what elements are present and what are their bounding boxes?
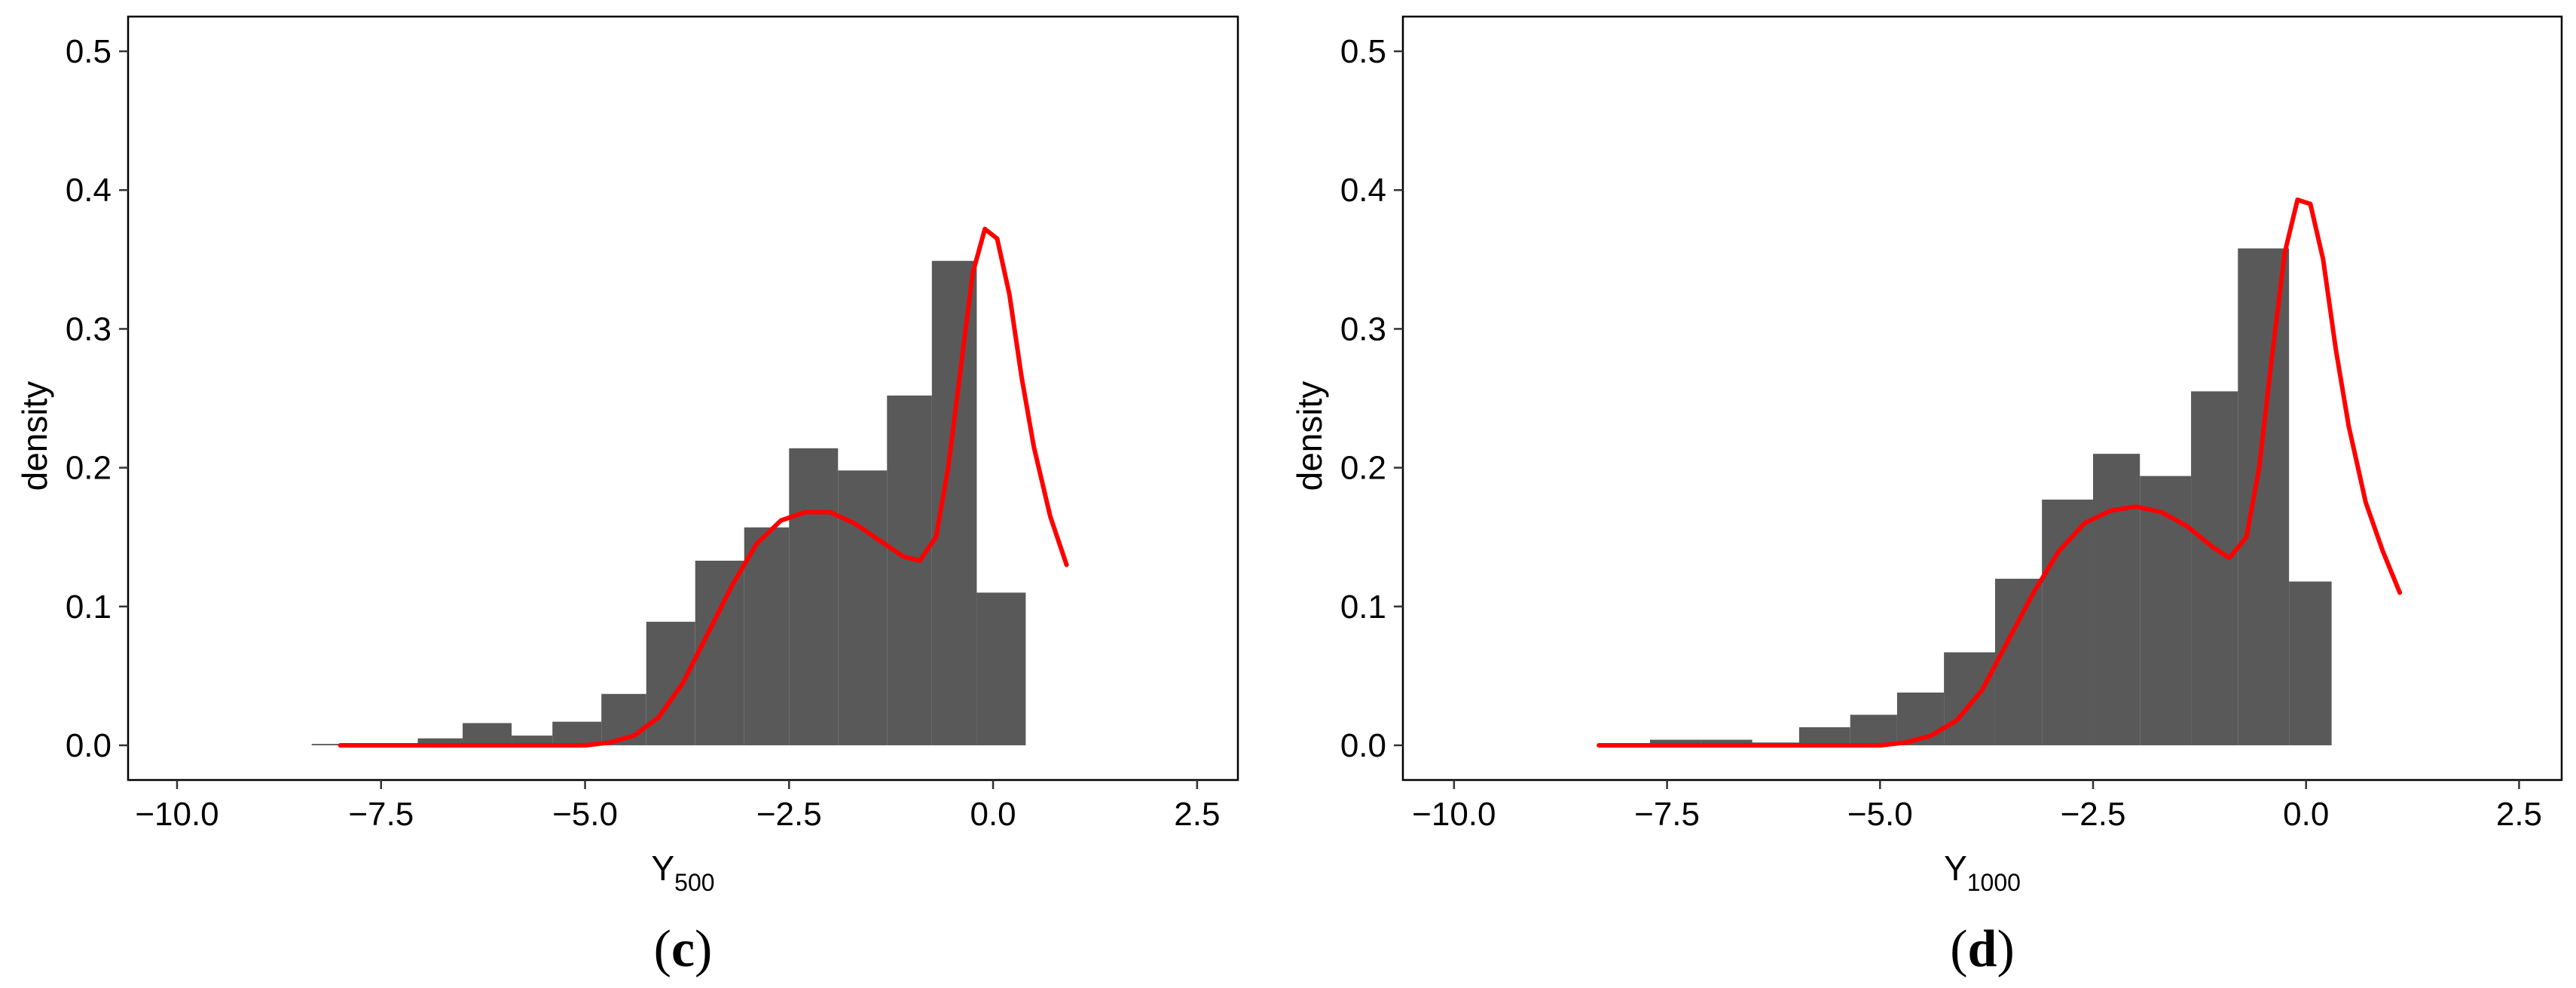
y-axis-title: density	[15, 381, 54, 491]
panel-label-open: (	[654, 920, 671, 978]
histogram-bar	[2191, 391, 2238, 745]
x-tick-label: −5.0	[552, 796, 618, 833]
x-tick-label: −7.5	[1634, 796, 1700, 833]
x-tick-label: −10.0	[1412, 796, 1496, 833]
y-tick-label: 0.5	[66, 33, 112, 70]
x-tick-label: 0.0	[970, 796, 1016, 833]
histogram-bar	[552, 721, 602, 745]
x-axis: −10.0 −7.5 −5.0 −2.5 0.0 2.5	[1412, 780, 2542, 833]
y-tick-label: 0.5	[1340, 33, 1386, 70]
histogram-bar	[1994, 578, 2043, 745]
plot-border	[127, 15, 1239, 782]
histogram-bar	[887, 395, 932, 745]
histogram-bar	[695, 560, 744, 745]
y-tick-label: 0.2	[1340, 450, 1386, 487]
panel-label: (d)	[1950, 920, 2015, 978]
histogram-bar	[646, 622, 695, 745]
histogram-bar	[1850, 714, 1897, 745]
x-tick-label: −7.5	[348, 796, 414, 833]
histogram-bar	[512, 736, 553, 745]
x-tick-label: −10.0	[135, 796, 218, 833]
chart-panel-c: 0.0 0.1 0.2 0.3 0.4 0.5 −10.0 −7.5 −5.0 −2.5 0.0 2.…	[15, 15, 1239, 978]
x-axis-title-main: Y	[1944, 849, 1967, 888]
histogram-bar	[2289, 581, 2332, 745]
histogram-bar	[1798, 727, 1850, 745]
histogram-bar	[463, 723, 512, 745]
histogram-bar	[2093, 454, 2141, 745]
density-curve	[338, 226, 1069, 748]
histogram-bar	[1649, 739, 1701, 745]
panel-label-close: )	[1997, 920, 2014, 978]
histogram-bar	[976, 592, 1026, 745]
x-tick-label: −2.5	[756, 796, 822, 833]
y-axis-title: density	[1290, 381, 1329, 491]
chart-panel-d: 0.0 0.1 0.2 0.3 0.4 0.5 −10.0 −7.5 −5.0 −2.5 0.0 2.…	[1290, 15, 2563, 978]
panel-label-letter: c	[671, 920, 695, 978]
y-tick-label: 0.1	[66, 589, 112, 626]
y-tick-label: 0.3	[66, 310, 112, 347]
y-tick-label: 0.0	[66, 727, 112, 764]
y-tick-label: 0.3	[1340, 310, 1386, 347]
histogram-bar	[1944, 652, 1995, 745]
panel-label-close: )	[695, 920, 712, 978]
x-axis-title-main: Y	[651, 849, 674, 888]
y-tick-label: 0.4	[1340, 172, 1386, 209]
x-axis: −10.0 −7.5 −5.0 −2.5 0.0 2.5	[135, 780, 1220, 833]
panel-label: (c)	[654, 920, 713, 978]
x-axis-title: Y500	[651, 849, 714, 896]
y-tick-label: 0.1	[1340, 589, 1386, 626]
density-curve	[1597, 197, 2403, 748]
histogram-bars	[311, 261, 1026, 745]
x-tick-label: 2.5	[2496, 796, 2542, 833]
y-tick-label: 0.4	[66, 172, 112, 209]
x-tick-label: −5.0	[1847, 796, 1913, 833]
x-axis-title-subscript: 500	[674, 869, 714, 896]
panel-label-letter: d	[1968, 920, 1997, 978]
y-tick-label: 0.2	[66, 450, 112, 487]
y-axis: 0.0 0.1 0.2 0.3 0.4 0.5	[66, 33, 128, 764]
histogram-bar	[789, 448, 839, 745]
y-axis: 0.0 0.1 0.2 0.3 0.4 0.5	[1340, 33, 1403, 764]
histogram-bar	[838, 470, 888, 745]
y-tick-label: 0.0	[1340, 727, 1386, 764]
histogram-bar	[744, 527, 790, 745]
histogram-bar	[2238, 248, 2290, 745]
x-tick-label: −2.5	[2061, 796, 2126, 833]
x-axis-title: Y1000	[1944, 849, 2021, 896]
histogram-bar	[931, 261, 977, 745]
plot-border	[1401, 15, 2563, 782]
histogram-bar	[2042, 499, 2094, 745]
x-tick-label: 0.0	[2283, 796, 2329, 833]
panel-label-open: (	[1950, 920, 1967, 978]
histogram-bar	[1701, 739, 1752, 745]
histogram-bar	[417, 738, 463, 745]
x-axis-title-subscript: 1000	[1967, 869, 2021, 896]
x-tick-label: 2.5	[1174, 796, 1220, 833]
histogram-bar	[2140, 476, 2192, 745]
histogram-bars	[1599, 248, 2332, 745]
